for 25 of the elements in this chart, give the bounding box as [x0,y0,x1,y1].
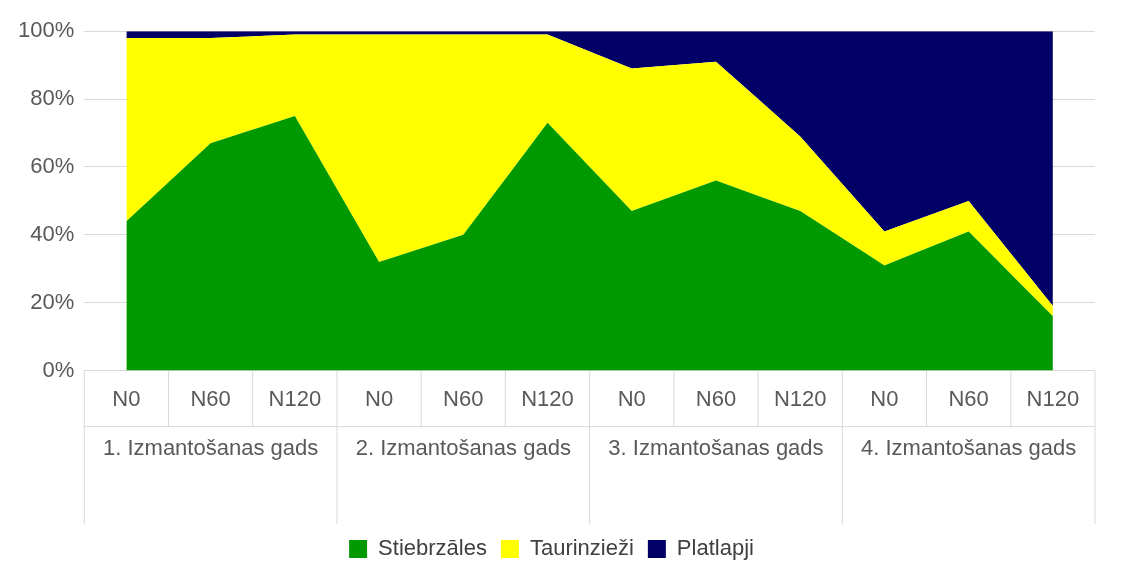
x-tick-label: N120 [1026,385,1080,411]
x-tick-label: N120 [521,385,574,411]
x-tick-label: N0 [870,385,899,411]
text: 1. Izmantošanas gads [102,434,319,460]
y-tick-label: 80% [30,85,75,111]
legend-label: Taurinzieži [529,535,634,561]
x-tick-label: N0 [365,385,394,411]
legend-label: Platlapji [676,535,754,561]
text: 3. Izmantošanas gads [608,434,824,460]
x-tick-label: N60 [443,385,484,411]
y-tick-label: 40% [30,220,75,246]
text: 4. Izmantošanas gads [861,434,1077,460]
x-tick-label: N120 [773,385,827,411]
y-tick-label: 100% [17,17,75,43]
x-tick-label: N0 [112,385,141,411]
y-tick-label: 20% [30,288,75,314]
x-tick-label: N120 [268,385,322,411]
legend-label: Stiebrzāles [378,535,487,561]
text: 2. Izmantošanas gads [355,434,571,460]
x-tick-label: N60 [190,385,231,411]
y-tick-label: 60% [30,153,75,179]
x-tick-label: N60 [948,385,989,411]
y-tick-label: 0% [42,356,75,382]
x-tick-label: N60 [695,385,737,411]
x-tick-label: N0 [617,385,646,411]
